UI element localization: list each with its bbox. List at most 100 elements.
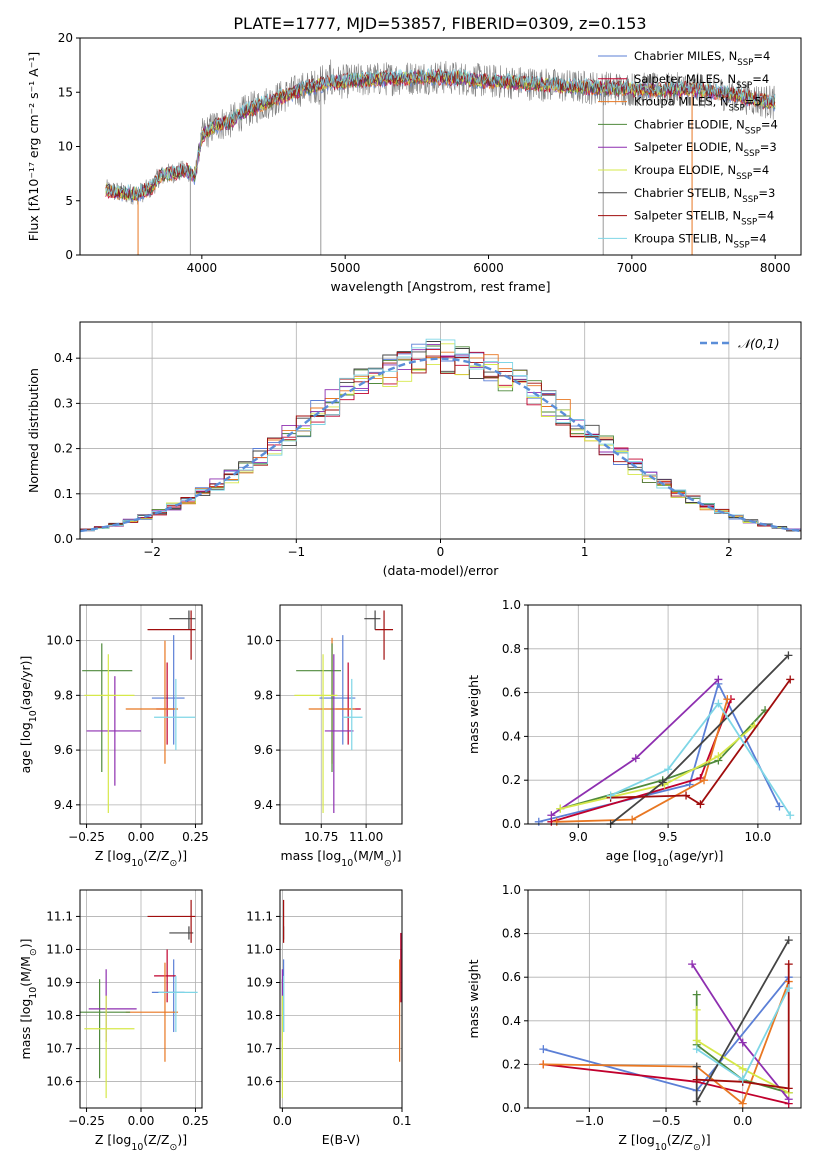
y-tick-label: 9.8 (254, 688, 273, 702)
errorbar-salpeter-stelib (147, 610, 196, 660)
weight-marker (784, 936, 793, 945)
weight-marker (547, 811, 556, 820)
legend-entry: Chabrier STELIB, NSSP=3 (634, 186, 775, 205)
x-tick-label: 10.75 (304, 830, 338, 844)
y-tick-label: 11.1 (246, 909, 273, 923)
weight-marker (786, 675, 795, 684)
weight-marker (714, 699, 723, 708)
residuals-plot-area (80, 338, 801, 533)
weight-marker (784, 960, 793, 969)
x-tick-label: −2 (143, 545, 161, 559)
y-tick-label: 10 (58, 140, 73, 154)
y-tick-label: 0.2 (502, 1057, 521, 1071)
errorbar-chabrier-miles (151, 959, 185, 1033)
x-tick-label: −0.25 (68, 830, 105, 844)
x-axis-label: age [log10(age/yr)] (606, 848, 724, 869)
y-tick-label: 9.6 (54, 743, 73, 757)
y-tick-label: 0.6 (502, 686, 521, 700)
y-axis-label: mass weight (466, 959, 481, 1038)
weight-line (610, 678, 791, 806)
y-tick-label: 20 (58, 31, 73, 45)
y-axis-label: age [log10(age/yr)] (18, 656, 39, 774)
weight-marker (692, 1045, 701, 1054)
x-tick-label: 0.0 (733, 1114, 752, 1128)
y-tick-label: 11.1 (46, 909, 73, 923)
plot-frame (527, 889, 802, 1109)
y-tick-label: 0.4 (54, 351, 73, 365)
weight-marker (692, 1005, 701, 1014)
errorbar-kroupa-elodie (84, 654, 135, 814)
y-tick-label: 10.0 (46, 634, 73, 648)
y-tick-label: 0.8 (502, 927, 521, 941)
weight-marker (714, 675, 723, 684)
y-tick-label: 10.0 (246, 634, 273, 648)
x-tick-label: −0.5 (651, 1114, 680, 1128)
weight-marker (539, 1045, 548, 1054)
y-tick-label: 0.1 (54, 487, 73, 501)
x-tick-label: −1.0 (575, 1114, 604, 1128)
weight-line (556, 698, 729, 823)
x-tick-label: 2 (725, 545, 733, 559)
x-tick-label: 9.5 (659, 830, 678, 844)
age_vs_Z-plot-area (82, 610, 196, 814)
y-tick-label: 10.6 (46, 1075, 73, 1089)
errorbar-salpeter-stelib (375, 610, 394, 660)
spectrum-model-kroupa-stelib (105, 67, 776, 199)
y-tick-label: 10.7 (46, 1042, 73, 1056)
x-axis-label: E(B-V) (322, 1132, 361, 1147)
y-tick-label: 0.2 (54, 442, 73, 456)
weight-marker (784, 1084, 793, 1093)
weight-line (560, 724, 755, 810)
weight_vs_Z-panel: −1.0 −0.5 0.0 0.0 0.2 0.4 0.6 0.8 1.0 Z [log10(Z/… (466, 883, 802, 1153)
weight-marker (631, 754, 640, 763)
y-axis-label: mass [log10(M/M⊙)] (18, 939, 39, 1060)
weight-series-kroupa-stelib (606, 699, 795, 820)
age_vs_Z-panel: −0.25 0.00 0.25 9.4 9.6 9.8 10.0 Z [log10(Z/Z⊙)… (18, 604, 209, 869)
y-tick-label: 10.8 (246, 1009, 273, 1023)
weight-line (550, 678, 720, 816)
y-tick-label: 1.0 (502, 883, 521, 897)
x-tick-label: 0.1 (392, 1114, 411, 1128)
weight-series-kroupa-stelib (692, 984, 793, 1084)
weight-marker (784, 651, 793, 660)
x-tick-label: 7000 (617, 261, 648, 275)
errorbar-kroupa-miles (125, 640, 179, 764)
mass_vs_ebv-plot-area (281, 899, 402, 1099)
weight-marker (688, 960, 697, 969)
legend-entry: Kroupa ELODIE, NSSP=4 (634, 163, 769, 182)
weight-marker (700, 776, 709, 785)
errorbar-salpeter-miles (335, 662, 361, 745)
y-axis-label: mass weight (466, 675, 481, 754)
legend-entry: Chabrier MILES, NSSP=4 (634, 49, 770, 68)
weight-line (610, 701, 791, 816)
x-tick-label: 0.25 (182, 1114, 209, 1128)
y-tick-label: 5 (65, 194, 73, 208)
weight-marker (738, 1075, 747, 1084)
x-axis-label: Z [log10(Z/Z⊙)] (95, 848, 187, 869)
plot-frame (279, 889, 403, 1109)
legend-entry: Kroupa STELIB, NSSP=4 (634, 231, 767, 250)
x-tick-label: 11.00 (349, 830, 383, 844)
weight-marker (786, 811, 795, 820)
x-tick-label: −0.25 (68, 1114, 105, 1128)
errorbar-kroupa-stelib (154, 678, 196, 751)
x-tick-label: 5000 (330, 261, 361, 275)
errorbar-chabrier-stelib (169, 926, 194, 940)
y-tick-label: 0.0 (54, 532, 73, 546)
weight-marker (738, 1064, 747, 1073)
weight-marker (534, 817, 543, 826)
weight-marker (738, 1099, 747, 1108)
weight-marker (692, 1036, 701, 1045)
errorbar-kroupa-stelib (158, 975, 198, 1033)
weight-marker (723, 695, 732, 704)
x-axis-label: mass [log10(M/M⊙)] (281, 848, 402, 869)
y-tick-label: 0.2 (502, 773, 521, 787)
weight-line (543, 981, 790, 1106)
weight-marker (692, 1097, 701, 1106)
weight-series-salpeter-elodie (688, 960, 793, 1104)
x-axis-label: (data-model)/error (383, 563, 500, 578)
legend-entry: Salpeter ELODIE, NSSP=3 (634, 140, 777, 159)
y-tick-label: 9.8 (54, 688, 73, 702)
y-tick-label: 0.6 (502, 970, 521, 984)
